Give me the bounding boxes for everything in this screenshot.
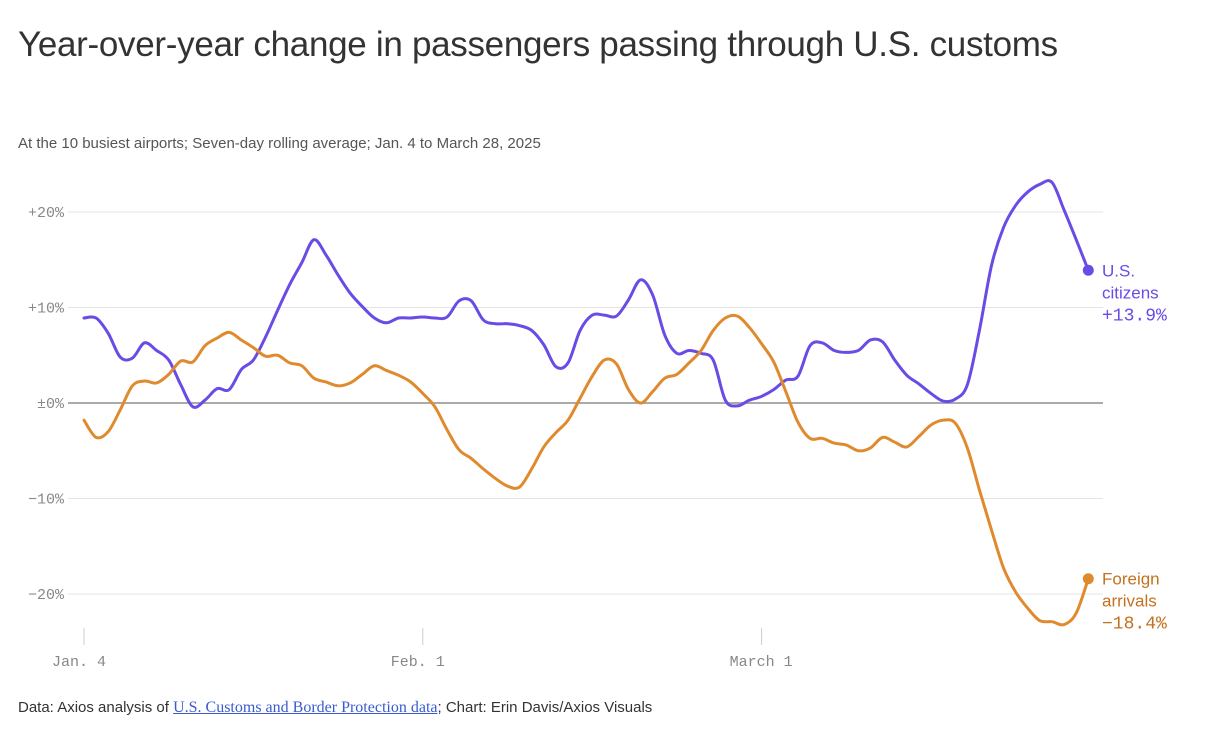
grid: +20% +10% ±0% −10% −20% <box>28 205 1103 604</box>
y-tick-label: ±0% <box>37 396 65 413</box>
u-s-citizens-end-value: +13.9% <box>1102 306 1167 326</box>
foreign-arrivals-label: Foreign <box>1102 570 1160 589</box>
u-s-citizens-label: citizens <box>1102 283 1159 302</box>
x-tick-label: March 1 <box>730 654 793 671</box>
foreign-arrivals-label: arrivals <box>1102 592 1157 611</box>
chart-subtitle: At the 10 busiest airports; Seven-day ro… <box>18 135 541 152</box>
foreign-arrivals-end-marker <box>1082 573 1094 585</box>
y-tick-label: −10% <box>28 492 65 509</box>
series-lines <box>82 179 1094 627</box>
u-s-citizens-end-marker <box>1082 264 1094 276</box>
foreign-arrivals-end-value: −18.4% <box>1102 615 1167 635</box>
y-tick-label: +20% <box>28 205 65 222</box>
x-tick-label: Jan. 4 <box>52 654 106 671</box>
source-note: Data: Axios analysis of U.S. Customs and… <box>18 699 652 717</box>
line-chart: +20%+10%±0%−10%−20% Jan. 4 Feb. 1 March 1 … <box>28 179 1167 671</box>
y-tick-label: −20% <box>28 587 65 604</box>
y-tick-label: +10% <box>28 301 65 318</box>
u-s-citizens-label: U.S. <box>1102 261 1135 280</box>
credit: ; Chart: Erin Davis/Axios Visuals <box>437 699 653 716</box>
source-link[interactable]: U.S. Customs and Border Protection data <box>173 699 438 716</box>
x-axis: Jan. 4 Feb. 1 March 1 <box>52 628 793 671</box>
x-tick-label: Feb. 1 <box>391 654 445 671</box>
u-s-citizens-line <box>82 179 1090 409</box>
source-prefix: Data: Axios analysis of <box>18 699 174 716</box>
series-labels: U.S. citizens +13.9% Foreign arrivals −18.4% <box>1102 261 1167 634</box>
foreign-arrivals-line <box>82 313 1090 627</box>
chart-title: Year-over-year change in passengers pass… <box>18 25 1058 64</box>
